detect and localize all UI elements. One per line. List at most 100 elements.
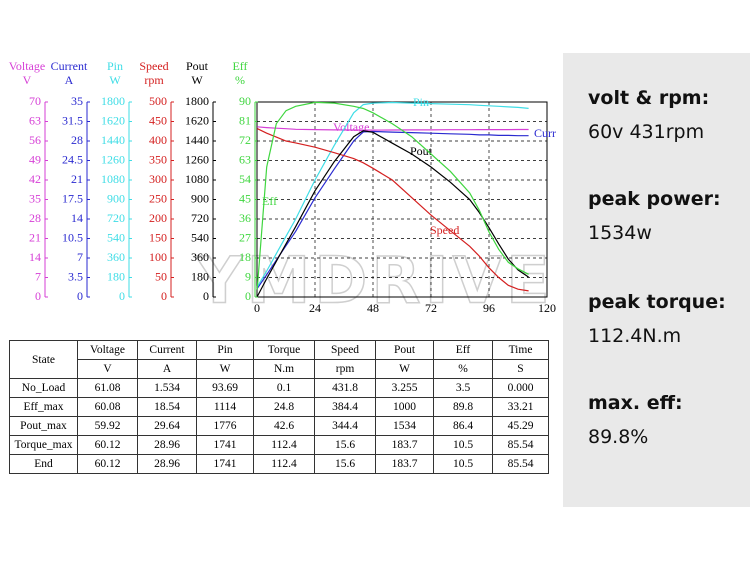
table-cell: 112.4	[253, 454, 315, 474]
table-cell: 42.6	[253, 416, 315, 436]
y-tick-label: 0	[161, 289, 167, 303]
unit-row: V A W N.m rpm W% S	[10, 359, 549, 379]
y-tick-label: 200	[149, 211, 167, 225]
series-label: Speed	[430, 223, 459, 237]
y-tick-label: 63	[29, 113, 41, 127]
table-cell: 183.7	[375, 435, 434, 455]
data-row: Torque_max 60.12 28.96 1741 112.4 15.6 183.7 10…	[9, 435, 549, 455]
y-tick-label: 70	[29, 94, 41, 108]
y-tick-label: 360	[191, 250, 209, 264]
y-tick-label: 1620	[185, 113, 209, 127]
axis-unit: A	[65, 73, 74, 87]
axis-unit: %	[235, 73, 245, 87]
y-tick-label: 450	[149, 113, 167, 127]
y-tick-label: 18	[239, 250, 251, 264]
y-tick-label: 540	[191, 230, 209, 244]
table-cell: 112.4	[253, 435, 315, 455]
series-label: Pout	[410, 144, 433, 158]
y-tick-label: 0	[35, 289, 41, 303]
y-tick-label: 0	[245, 289, 251, 303]
x-tick-label: 24	[309, 301, 321, 315]
y-tick-label: 1080	[185, 172, 209, 186]
y-tick-label: 72	[239, 133, 251, 147]
y-tick-label: 1800	[101, 94, 125, 108]
series-line	[257, 126, 529, 131]
y-tick-label: 0	[77, 289, 83, 303]
unit-cell: V	[77, 359, 138, 379]
y-tick-label: 900	[107, 191, 125, 205]
x-tick-label: 0	[254, 301, 260, 315]
series-label: Pin	[413, 95, 429, 109]
y-tick-label: 42	[29, 172, 41, 186]
y-tick-label: 360	[107, 250, 125, 264]
table-cell: 3.5	[433, 378, 493, 398]
data-row: Eff_max 60.08 18.54 1114 24.8 384.4 1000 89.8 33…	[9, 397, 549, 417]
y-tick-label: 9	[245, 269, 251, 283]
y-tick-label: 0	[119, 289, 125, 303]
table-cell: 15.6	[314, 454, 376, 474]
data-row: End 60.12 28.96 1741 112.4 15.6 183.7 10.5 85.54	[9, 454, 549, 474]
table-cell: 59.92	[77, 416, 138, 436]
axis-title: Current	[51, 59, 88, 73]
panel-value: 60v 431rpm	[588, 121, 705, 143]
axis-unit: W	[109, 73, 121, 87]
table-cell: 60.12	[77, 435, 138, 455]
y-tick-label: 31.5	[62, 113, 83, 127]
table-cell: 60.12	[77, 454, 138, 474]
unit-cell: N.m	[253, 359, 315, 379]
table-cell: 1000	[375, 397, 434, 417]
y-tick-label: 900	[191, 191, 209, 205]
unit-cell: %	[433, 359, 493, 379]
y-tick-label: 1440	[101, 133, 125, 147]
series-line	[256, 130, 529, 297]
y-tick-label: 54	[239, 172, 251, 186]
y-tick-label: 1440	[185, 133, 209, 147]
y-tick-label: 36	[239, 211, 251, 225]
header-row: State Voltage Current Pin Torque Speed Pout Eff…	[9, 340, 549, 379]
unit-cell: S	[492, 359, 549, 379]
y-tick-label: 63	[239, 152, 251, 166]
y-tick-label: 24.5	[62, 152, 83, 166]
panel-label: max. eff:	[588, 392, 683, 414]
series-line	[256, 128, 529, 292]
table-cell: 93.69	[196, 378, 254, 398]
table-cell: 85.54	[492, 435, 549, 455]
y-tick-label: 1260	[185, 152, 209, 166]
header-cell: Time	[492, 340, 549, 360]
table-cell: 0.1	[253, 378, 315, 398]
table-cell: Eff_max	[9, 397, 78, 417]
unit-cell: A	[137, 359, 197, 379]
header-cell: Current	[137, 340, 197, 360]
x-tick-label: 48	[367, 301, 379, 315]
table-cell: End	[9, 454, 78, 474]
y-tick-label: 720	[191, 211, 209, 225]
table-cell: 1741	[196, 454, 254, 474]
y-tick-label: 500	[149, 94, 167, 108]
unit-cell: W	[196, 359, 254, 379]
y-tick-label: 35	[71, 94, 83, 108]
axis-title: Pin	[107, 59, 123, 73]
y-tick-label: 250	[149, 191, 167, 205]
unit-cell: W	[375, 359, 434, 379]
y-tick-label: 90	[239, 94, 251, 108]
y-tick-label: 10.5	[62, 230, 83, 244]
table-cell: 24.8	[253, 397, 315, 417]
table-cell: No_Load	[9, 378, 78, 398]
data-row: Pout_max 59.92 29.64 1776 42.6 344.4 1534 86.4 4…	[9, 416, 549, 436]
y-tick-label: 17.5	[62, 191, 83, 205]
y-tick-label: 1800	[185, 94, 209, 108]
data-row: No_Load 61.08 1.534 93.69 0.1 431.8 3.255 3.5 0.…	[9, 378, 549, 398]
y-tick-label: 28	[71, 133, 83, 147]
axis-unit: rpm	[144, 73, 164, 87]
table-cell: 431.8	[314, 378, 376, 398]
x-tick-label: 72	[425, 301, 437, 315]
axis-title: Voltage	[9, 59, 45, 73]
panel-label: peak torque:	[588, 291, 726, 313]
y-tick-label: 56	[29, 133, 41, 147]
watermark: YMDRIVE	[195, 245, 554, 319]
y-tick-label: 180	[107, 269, 125, 283]
series-label: Curr	[534, 126, 556, 140]
y-tick-label: 7	[35, 269, 41, 283]
y-tick-label: 27	[239, 230, 251, 244]
